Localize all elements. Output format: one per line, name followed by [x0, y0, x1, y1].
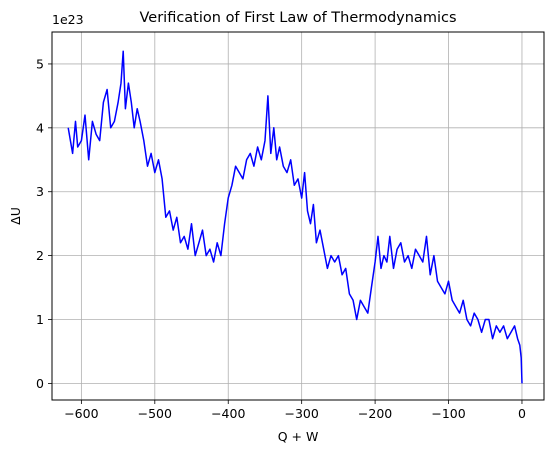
chart-title: Verification of First Law of Thermodynam… — [139, 10, 456, 26]
series-layer — [67, 50, 523, 384]
y-tick-label: 1 — [36, 312, 44, 327]
y-axis-title: ΔU — [8, 207, 23, 225]
x-tick-label: −200 — [358, 406, 392, 421]
plot-area — [52, 32, 544, 400]
x-tick-label: −300 — [284, 406, 318, 421]
y-tick-label: 5 — [36, 56, 44, 71]
x-tick-label: −600 — [64, 406, 98, 421]
plot-frame — [51, 31, 545, 401]
y-tick-label: 3 — [36, 184, 44, 199]
y-tick-label: 0 — [36, 376, 44, 391]
x-tick-label: −100 — [431, 406, 465, 421]
y-tick-label: 4 — [36, 120, 44, 135]
ticks — [48, 63, 523, 404]
x-tick-label: −400 — [211, 406, 245, 421]
x-tick-label: 0 — [518, 406, 526, 421]
series-line — [67, 50, 523, 384]
tick-labels: −600 −500 −400 −300 −200 −100 0 0 1 2 3 4 5 — [36, 56, 526, 421]
x-axis-title: Q + W — [278, 429, 319, 444]
y-offset-label: 1e23 — [52, 12, 84, 27]
grid-lines — [52, 32, 544, 400]
y-tick-label: 2 — [36, 248, 44, 263]
x-tick-label: −500 — [138, 406, 172, 421]
